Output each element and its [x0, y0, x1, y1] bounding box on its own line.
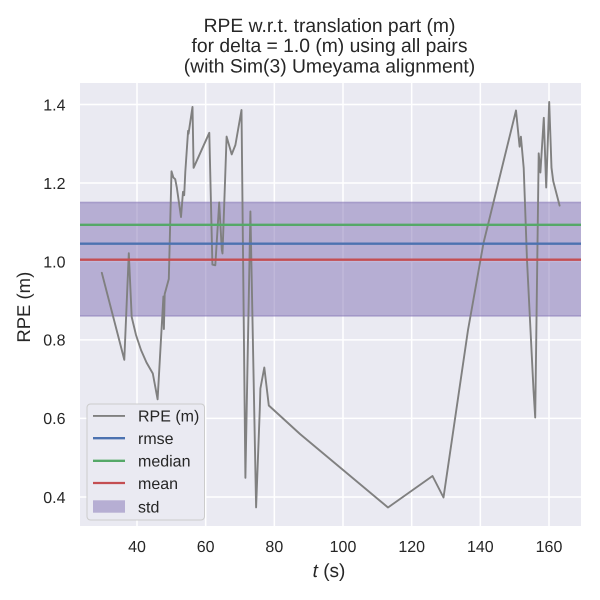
- svg-text:0.4: 0.4: [43, 490, 65, 507]
- svg-text:RPE (m): RPE (m): [13, 272, 34, 343]
- svg-text:40: 40: [128, 539, 146, 556]
- svg-text:60: 60: [197, 539, 215, 556]
- svg-text:rmse: rmse: [138, 431, 174, 448]
- svg-text:1.0: 1.0: [43, 254, 65, 271]
- svg-text:100: 100: [330, 539, 357, 556]
- svg-text:160: 160: [536, 539, 563, 556]
- svg-text:120: 120: [398, 539, 425, 556]
- svg-text:80: 80: [265, 539, 283, 556]
- svg-text:1.4: 1.4: [43, 97, 65, 114]
- svg-text:RPE w.r.t. translation part (m: RPE w.r.t. translation part (m): [204, 16, 456, 37]
- svg-text:mean: mean: [138, 476, 178, 493]
- svg-text:(with Sim(3) Umeyama alignment: (with Sim(3) Umeyama alignment): [184, 56, 475, 77]
- svg-text:1.2: 1.2: [43, 176, 65, 193]
- svg-text:for delta = 1.0 (m) using all: for delta = 1.0 (m) using all pairs: [192, 36, 468, 57]
- svg-text:0.8: 0.8: [43, 333, 65, 350]
- svg-text:median: median: [138, 453, 190, 470]
- svg-text:std: std: [138, 499, 159, 516]
- svg-text:140: 140: [467, 539, 494, 556]
- svg-text:0.6: 0.6: [43, 411, 65, 428]
- svg-text:t (s): t (s): [313, 561, 346, 582]
- svg-text:RPE (m): RPE (m): [138, 409, 199, 426]
